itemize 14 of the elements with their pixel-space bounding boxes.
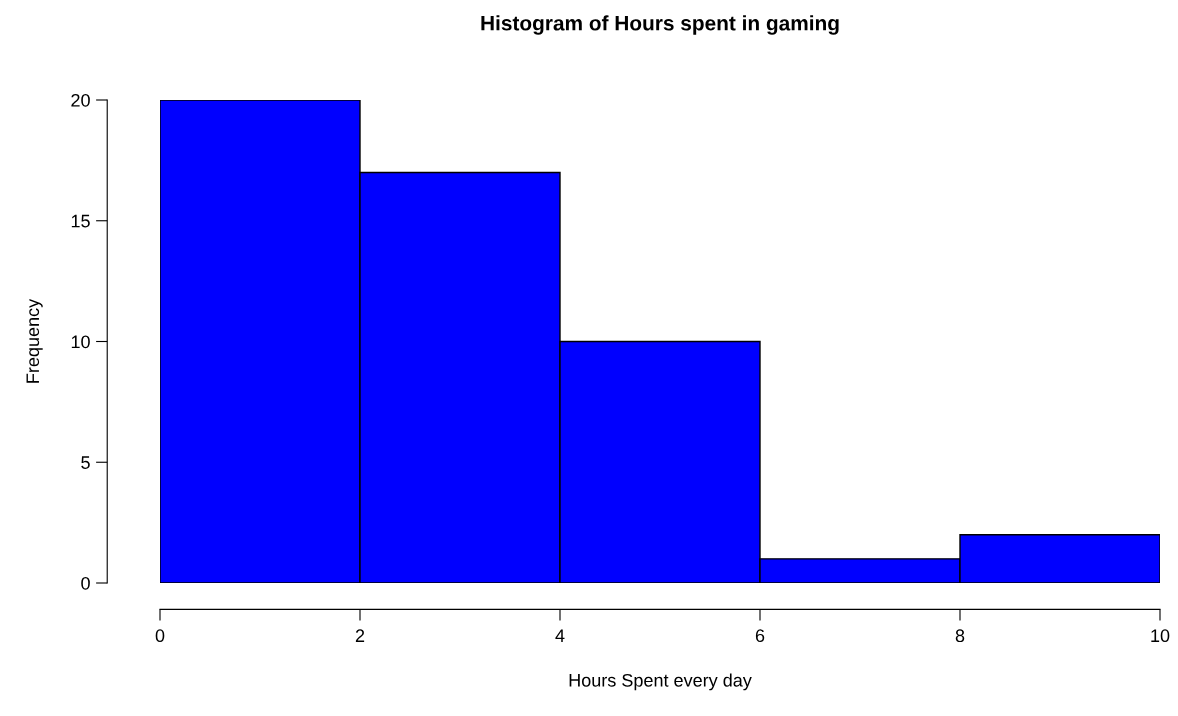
x-tick-label: 4	[555, 629, 565, 642]
y-tick-label: 15	[71, 214, 90, 228]
x-tick-label: 0	[155, 629, 165, 643]
x-tick-label: 2	[355, 629, 365, 642]
x-tick-label: 6	[755, 629, 765, 643]
chart-title: Histogram of Hours spent in gaming	[481, 15, 839, 35]
y-tick-label: 0	[81, 576, 90, 590]
y-tick-label: 10	[71, 335, 90, 349]
x-axis-title: Hours Spent every day	[569, 673, 752, 691]
x-tick-label: 10	[1151, 629, 1170, 643]
y-axis-title: Frequency	[26, 298, 43, 383]
y-tick-label: 20	[71, 93, 90, 107]
x-tick-label: 8	[955, 629, 965, 643]
y-tick-label: 5	[81, 456, 90, 469]
